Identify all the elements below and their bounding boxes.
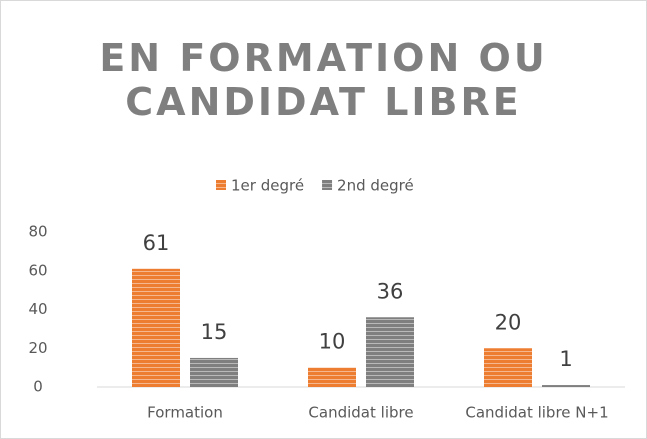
legend-label: 1er degré [231,177,304,195]
x-tick-label: Formation [147,404,223,422]
bar [308,367,356,387]
bar [542,385,590,387]
data-label: 15 [201,320,228,344]
x-tick-label: Candidat libre N+1 [465,404,608,422]
legend-label: 2nd degré [337,177,414,195]
legend-swatch [322,180,333,190]
y-tick-label: 80 [28,223,47,241]
x-tick-label: Candidat libre [308,404,413,422]
bar [132,268,180,387]
chart-title: EN FORMATION OU CANDIDAT LIBRE [99,36,548,124]
data-label: 20 [495,310,522,334]
legend-swatch [216,180,226,190]
bar [484,348,532,387]
data-label: 1 [559,347,572,371]
data-label: 36 [377,279,404,303]
data-label: 10 [319,330,346,354]
y-tick-label: 0 [33,378,43,396]
bar [190,357,238,387]
y-tick-label: 20 [28,339,47,357]
y-tick-label: 40 [28,300,47,318]
y-tick-label: 60 [28,261,47,279]
data-label: 61 [143,231,170,255]
bar [366,317,414,387]
